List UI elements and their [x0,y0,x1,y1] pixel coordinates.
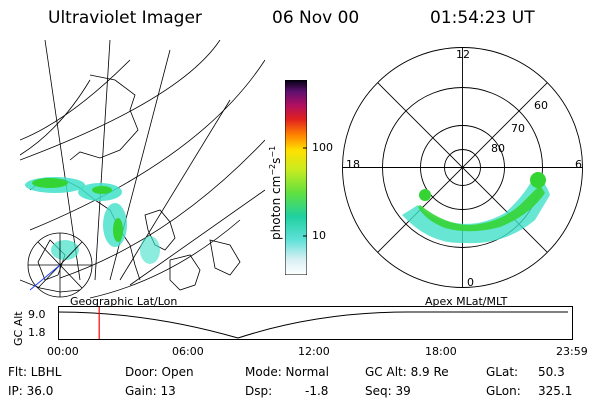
dsp-label: Dsp: [245,384,273,398]
ip-info: IP: 36.0 [8,384,54,398]
unit-photon-cm: photon cm [269,175,283,240]
gain-info: Gain: 13 [125,384,176,398]
time-tick-0600: 06:00 [172,345,204,358]
unit-exp-cm: −2 [268,163,277,176]
glat-label: GLat: [486,365,519,379]
mlt-label-0: 0 [467,276,474,289]
geographic-map [20,40,265,299]
instrument-title: Ultraviolet Imager [48,8,202,28]
intensity-colorbar [285,80,307,275]
time-label: 01:54:23 UT [430,8,535,28]
time-tick-2359: 23:59 [556,345,588,358]
unit-s: s [269,157,283,164]
mlat-label-60: 60 [534,99,548,112]
glat-value: 50.3 [538,365,565,379]
mlat-label-80: 80 [491,142,505,155]
polar-plot [342,47,583,288]
unit-exp-s: −1 [268,145,277,158]
time-tick-0000: 00:00 [47,345,79,358]
colorbar-tick-100: 100 [312,141,333,154]
date-label: 06 Nov 00 [272,8,360,28]
glon-label: GLon: [486,384,521,398]
altitude-axis-label: GC Alt [12,311,25,346]
dsp-value: -1.8 [305,384,329,398]
colorbar-unit-label: photon cm−2s−1 [268,146,283,240]
auroral-oval [402,172,550,244]
mode-info: Mode: Normal [245,365,329,379]
filter-info: Flt: LBHL [8,365,62,379]
apex-panel-label: Apex MLat/MLT [425,295,508,308]
mlt-label-12: 12 [456,48,470,61]
time-tick-1200: 12:00 [298,345,330,358]
altitude-timeline [58,306,573,340]
mlt-label-6: 6 [575,158,582,171]
altitude-ymin: 1.8 [28,326,46,339]
colorbar-tick-10: 10 [312,229,326,242]
geographic-panel-label: Geographic Lat/Lon [70,295,178,308]
mlt-label-18: 18 [346,158,360,171]
glon-value: 325.1 [538,384,573,398]
door-info: Door: Open [125,365,194,379]
seq-info: Seq: 39 [365,384,411,398]
time-tick-1800: 18:00 [425,345,457,358]
altitude-ymax: 9.0 [28,308,46,321]
mlat-label-70: 70 [511,122,525,135]
gc-alt-info: GC Alt: 8.9 Re [365,365,449,379]
